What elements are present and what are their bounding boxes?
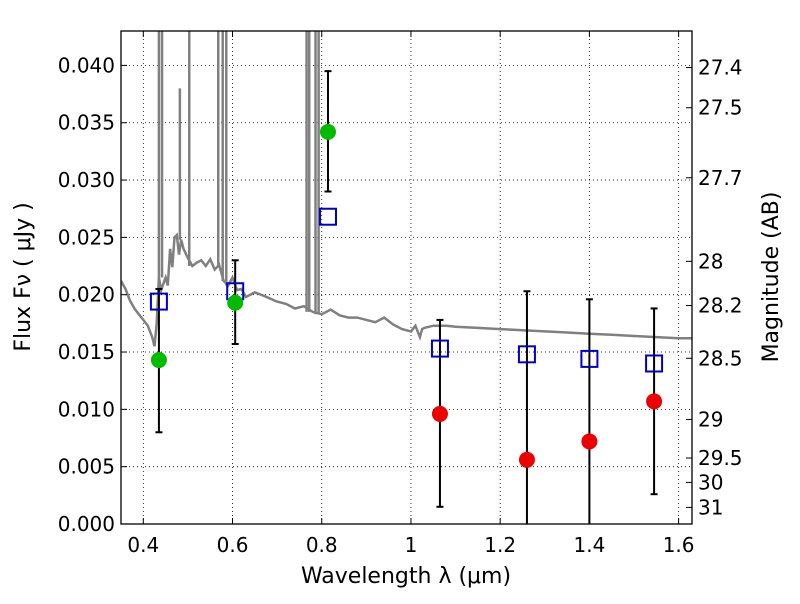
y2-tick-label: 29.5 — [698, 446, 743, 470]
model-photometry — [149, 207, 664, 373]
sed-model-spectrum — [121, 31, 692, 347]
y-tick-label: 0.005 — [58, 455, 115, 479]
y2-tick-label: 27.5 — [698, 96, 743, 120]
y-tick-label: 0.020 — [58, 283, 115, 307]
y2-tick-label: 28.2 — [698, 294, 743, 318]
x-tick-label: 1.6 — [663, 533, 695, 557]
y2-tick-label: 29 — [698, 407, 723, 431]
x-tick-label: 1 — [405, 533, 418, 557]
y-tick-label: 0.000 — [58, 512, 115, 536]
model-square — [430, 339, 449, 358]
y2-tick-label: 28 — [698, 249, 723, 273]
x-axis-ticks: 0.4 0.6 0.8 1 1.2 1.4 1.6 — [127, 31, 695, 557]
y2-tick-label: 27.7 — [698, 166, 743, 190]
model-square — [149, 292, 168, 311]
y2-tick-label: 28.5 — [698, 346, 743, 370]
y-axis-title: Flux Fν ( μJy ) — [11, 202, 36, 351]
model-square — [517, 345, 536, 364]
model-square — [645, 354, 664, 373]
observed-photometry — [150, 123, 663, 468]
model-square — [580, 349, 599, 368]
upper-limit-point — [518, 451, 535, 468]
y-tick-label: 0.040 — [58, 53, 115, 77]
plot-frame — [120, 30, 693, 525]
upper-limit-point — [646, 393, 663, 410]
x-axis-title: Wavelength λ (μm) — [301, 564, 511, 589]
y-tick-label: 0.030 — [58, 168, 115, 192]
x-tick-label: 1.2 — [484, 533, 516, 557]
upper-limit-point — [431, 405, 448, 422]
x-tick-label: 0.4 — [127, 533, 159, 557]
y-tick-label: 0.025 — [58, 225, 115, 249]
x-tick-label: 1.4 — [573, 533, 605, 557]
upper-limit-point — [581, 433, 598, 450]
y2-tick-label: 27.4 — [698, 56, 743, 80]
x-tick-label: 0.6 — [217, 533, 249, 557]
y-tick-label: 0.035 — [58, 111, 115, 135]
y2-tick-label: 31 — [698, 495, 723, 519]
y-tick-label: 0.015 — [58, 340, 115, 364]
y2-tick-label: 30 — [698, 470, 723, 494]
sed-continuum-line — [121, 232, 692, 347]
detected-point — [227, 294, 244, 311]
model-square — [318, 207, 337, 226]
y2-axis-title: Magnitude (AB) — [759, 192, 784, 363]
grid-lines — [121, 31, 692, 525]
detected-point — [150, 352, 167, 369]
detected-point — [319, 123, 336, 140]
y-tick-label: 0.010 — [58, 397, 115, 421]
x-tick-label: 0.8 — [306, 533, 338, 557]
y-axis-ticks: 0.000 0.005 0.010 0.015 0.020 0.025 0.030 0.035… — [58, 53, 127, 536]
